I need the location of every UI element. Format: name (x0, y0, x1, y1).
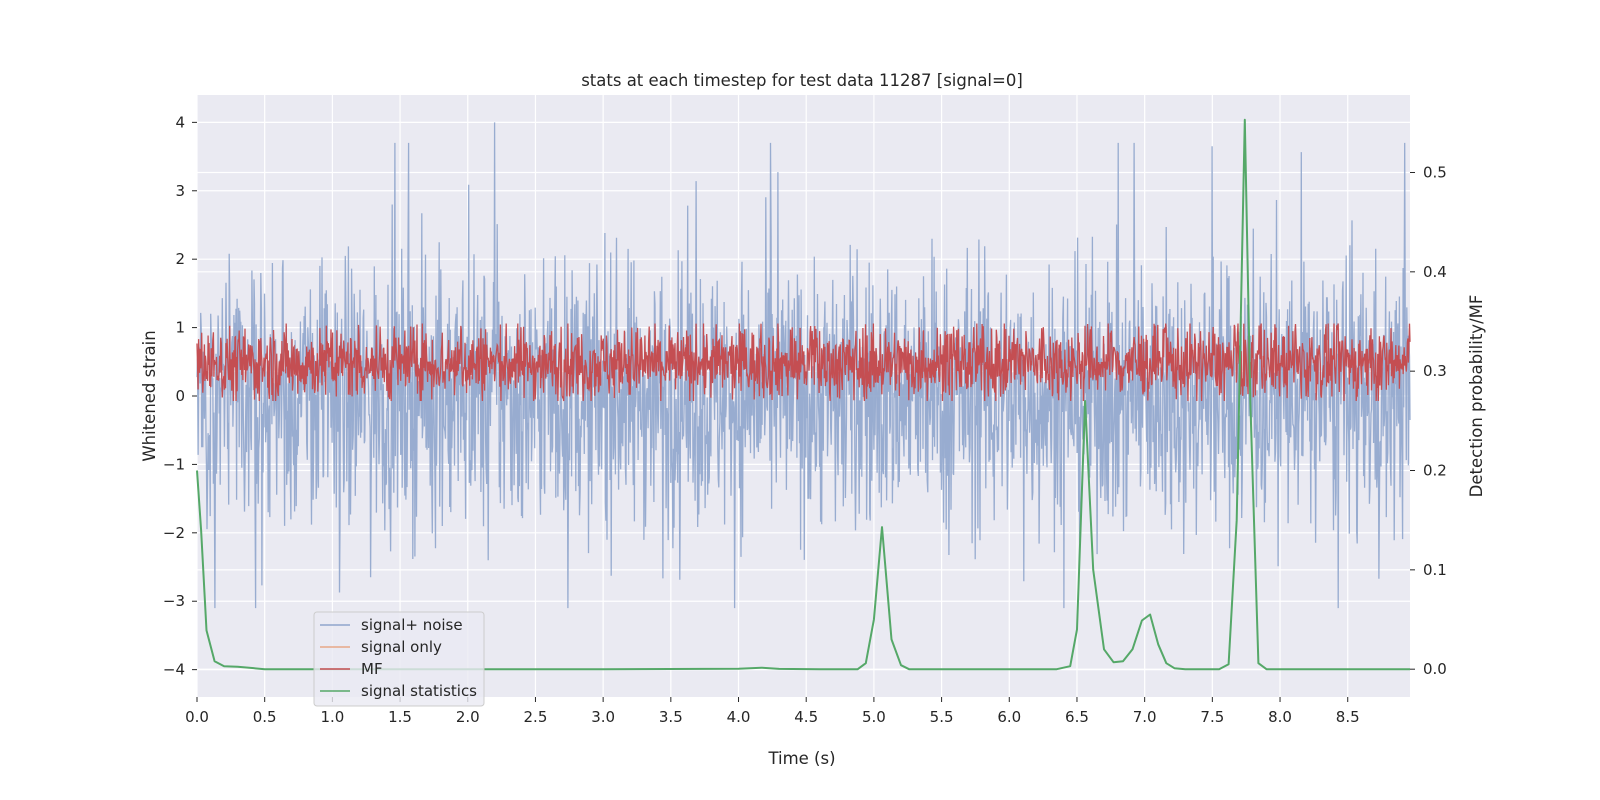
y-left-tick-label: 4 (175, 113, 185, 131)
chart-title: stats at each timestep for test data 112… (581, 71, 1023, 90)
y-axis-right-ticks: 0.5 0.4 0.3 0.2 0.1 0.0 (1410, 163, 1447, 678)
x-tick-label: 5.5 (930, 708, 954, 726)
x-tick-label: 1.0 (320, 708, 344, 726)
y-left-tick-label: −2 (163, 524, 185, 542)
y-left-tick-label: 2 (175, 250, 185, 268)
legend: signal+ noise signal only MF signal stat… (313, 611, 485, 707)
x-tick-label: 8.0 (1268, 708, 1292, 726)
series-signal-noise (196, 122, 1411, 609)
y-right-tick-label: 0.5 (1423, 163, 1447, 181)
series-signal-statistics (196, 118, 1410, 671)
y-left-tick-label: −4 (163, 661, 185, 679)
y-axis-left-label: Whitened strain (140, 330, 159, 461)
y-left-tick-label: −1 (163, 455, 185, 473)
x-tick-label: 4.0 (727, 708, 751, 726)
signal-noise-line (196, 122, 1411, 609)
y-left-tick-label: 0 (175, 387, 185, 405)
x-tick-label: 7.0 (1133, 708, 1157, 726)
legend-label-signal-only: signal only (361, 638, 442, 656)
x-tick-label: 2.5 (524, 708, 548, 726)
mf-line (196, 323, 1411, 402)
y-right-tick-label: 0.1 (1423, 561, 1447, 579)
y-right-tick-label: 0.3 (1423, 362, 1447, 380)
x-tick-label: 0.5 (253, 708, 277, 726)
y-left-tick-label: −3 (163, 592, 185, 610)
x-tick-label: 2.0 (456, 708, 480, 726)
legend-label-mf: MF (361, 660, 383, 678)
y-left-tick-label: 1 (175, 319, 185, 337)
x-axis-ticks: 0.0 0.5 1.0 1.5 2.0 2.5 3.0 3.5 4.0 4.5 5.0 5.5 6.0 6… (185, 697, 1360, 726)
y-left-tick-label: 3 (175, 182, 185, 200)
y-axis-right-label: Detection probability/MF (1467, 295, 1486, 498)
x-tick-label: 5.0 (862, 708, 886, 726)
legend-label-signal-noise: signal+ noise (361, 616, 463, 634)
x-tick-label: 7.5 (1200, 708, 1224, 726)
series-mf (196, 323, 1411, 402)
x-tick-label: 3.0 (591, 708, 615, 726)
x-tick-label: 6.0 (997, 708, 1021, 726)
legend-label-signal-statistics: signal statistics (361, 682, 477, 700)
x-tick-label: 4.5 (794, 708, 818, 726)
y-right-tick-label: 0.0 (1423, 660, 1447, 678)
x-tick-label: 1.5 (388, 708, 412, 726)
y-right-tick-label: 0.2 (1423, 462, 1447, 480)
y-right-tick-label: 0.4 (1423, 263, 1447, 281)
legend-box (313, 611, 485, 707)
signal-statistics-line (196, 118, 1410, 671)
x-tick-label: 0.0 (185, 708, 209, 726)
y-axis-left-ticks: 4 3 2 1 0 −1 −2 −3 −4 (163, 113, 197, 679)
x-tick-label: 6.5 (1065, 708, 1089, 726)
x-axis-label: Time (s) (767, 749, 835, 768)
x-tick-label: 8.5 (1336, 708, 1360, 726)
x-tick-label: 3.5 (659, 708, 683, 726)
